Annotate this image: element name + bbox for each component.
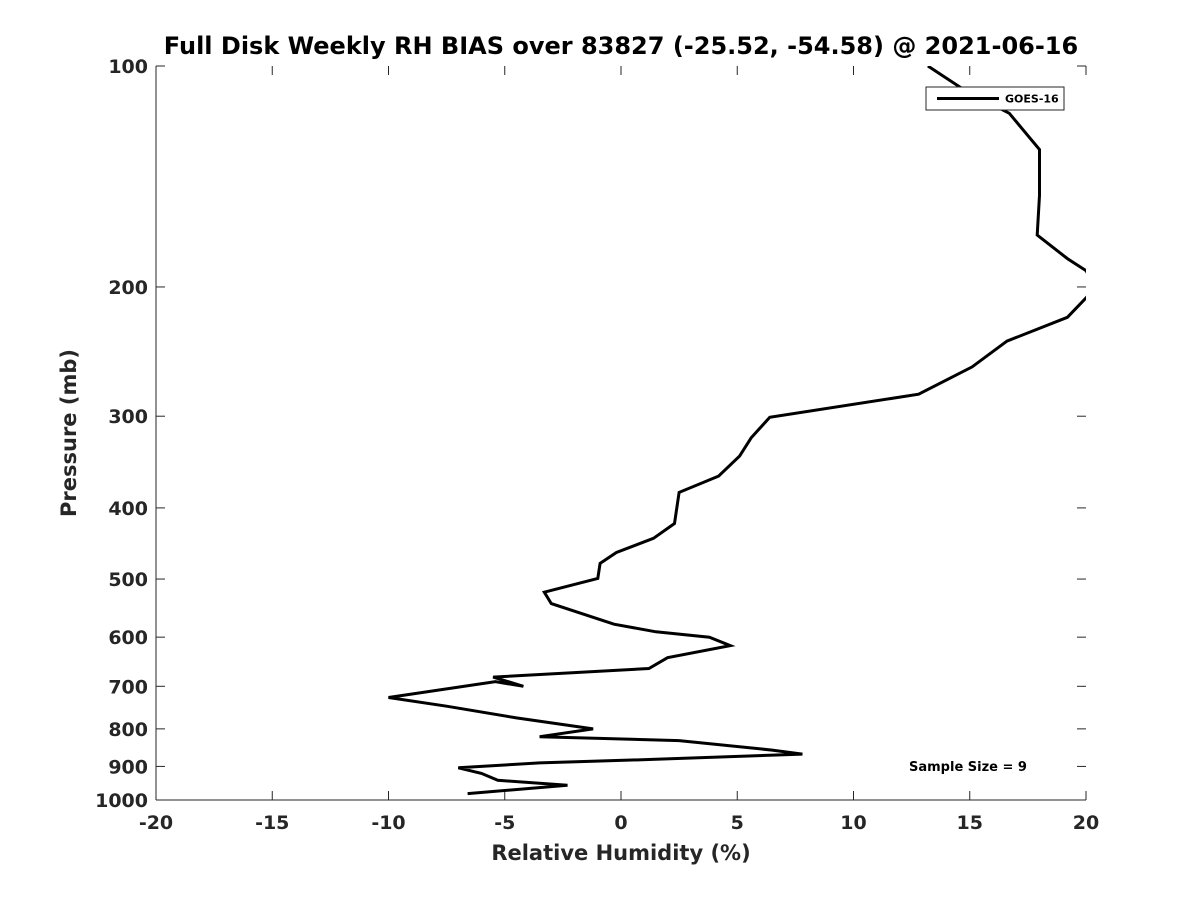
x-tick-label: -20	[139, 812, 173, 834]
x-tick-label: 5	[731, 812, 744, 834]
y-tick-label: 300	[108, 406, 148, 428]
x-tick-label: -5	[494, 812, 515, 834]
legend: GOES-16	[925, 86, 1065, 111]
chart-title: Full Disk Weekly RH BIAS over 83827 (-25…	[164, 32, 1078, 60]
sample-size-annotation: Sample Size = 9	[909, 760, 1027, 775]
y-tick-label: 600	[108, 627, 148, 649]
y-tick-label: 900	[108, 756, 148, 778]
x-axis-label: Relative Humidity (%)	[491, 841, 750, 865]
y-tick-label: 200	[108, 277, 148, 299]
y-axis-label: Pressure (mb)	[57, 349, 81, 517]
series-layer	[388, 66, 1086, 796]
x-tick-label: 0	[614, 812, 627, 834]
x-tick-label: -10	[371, 812, 405, 834]
y-tick-label: 700	[108, 676, 148, 698]
legend-label: GOES-16	[1005, 93, 1059, 106]
y-tick-label: 800	[108, 719, 148, 741]
y-tick-label: 400	[108, 498, 148, 520]
y-ticks: 100 200 300 400 500 600 700 800 900 1000	[95, 56, 1086, 812]
x-ticks: -20 -15 -10 -5 0 5 10 15 20	[139, 66, 1099, 834]
x-tick-label: 15	[957, 812, 983, 834]
series-line-goes-16	[388, 66, 1086, 796]
y-tick-label: 100	[108, 56, 148, 78]
y-tick-label: 500	[108, 569, 148, 591]
x-tick-label: 10	[840, 812, 866, 834]
y-tick-label: 1000	[95, 790, 148, 812]
x-tick-label: 20	[1073, 812, 1099, 834]
x-tick-label: -15	[255, 812, 289, 834]
